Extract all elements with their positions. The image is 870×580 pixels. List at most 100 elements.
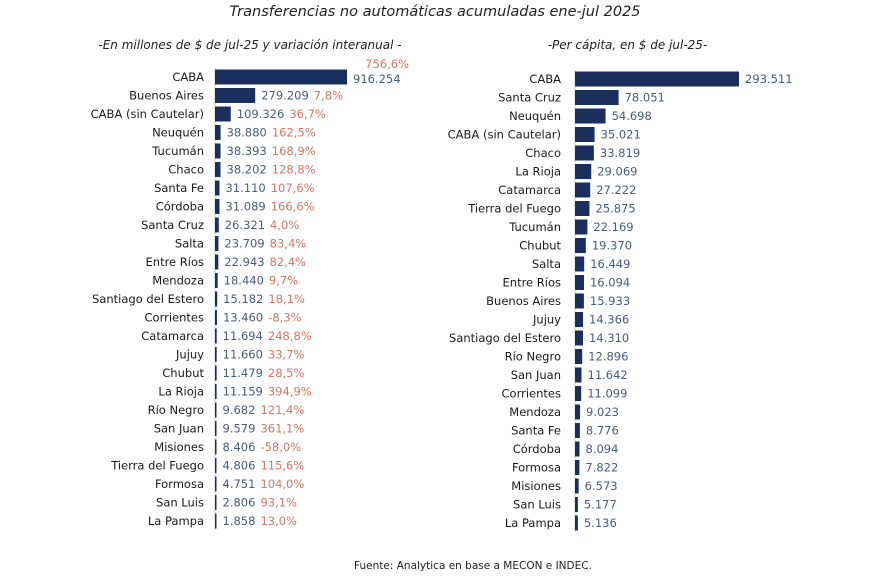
- value-label: 19.370: [592, 239, 632, 253]
- value-label: 9.023: [586, 405, 619, 419]
- value-label: 6.573: [585, 479, 618, 493]
- category-label: San Juan: [511, 368, 561, 382]
- left-subtitle: -En millones de $ de jul-25 y variación …: [98, 38, 402, 52]
- value-label: 11.479: [223, 366, 263, 380]
- variation-label: 4,0%: [270, 218, 299, 232]
- value-label: 279.209: [261, 89, 309, 103]
- value-label: 23.709: [224, 237, 264, 251]
- category-label: Salta: [175, 237, 204, 251]
- category-label: San Luis: [156, 496, 204, 510]
- bar: [215, 328, 217, 344]
- value-label: 16.094: [590, 276, 630, 290]
- variation-label: 13,0%: [260, 514, 297, 528]
- bar: [575, 386, 582, 401]
- bar: [215, 495, 217, 510]
- value-label: 26.321: [225, 218, 265, 232]
- bar: [215, 69, 347, 85]
- variation-label: 9,7%: [269, 274, 298, 288]
- value-label: 8.406: [223, 440, 256, 454]
- bar: [215, 217, 219, 233]
- value-label: 38.393: [227, 144, 267, 158]
- category-label: Corrientes: [502, 387, 561, 401]
- value-label: 31.110: [225, 181, 265, 195]
- bar: [215, 384, 217, 399]
- bar: [215, 143, 221, 159]
- chart-title: Transferencias no automáticas acumuladas…: [229, 4, 641, 20]
- bar: [575, 293, 584, 309]
- value-label: 54.698: [612, 109, 652, 123]
- value-label: 916.254: [353, 72, 401, 86]
- category-label: CABA (sin Cautelar): [91, 107, 204, 121]
- variation-label: 104,0%: [260, 477, 304, 491]
- value-label: 2.806: [223, 496, 256, 510]
- category-label: Catamarca: [498, 183, 561, 197]
- bar: [215, 162, 221, 177]
- variation-label: 18,1%: [268, 292, 305, 306]
- variation-label: 162,5%: [272, 126, 316, 140]
- bar: [215, 199, 220, 214]
- category-label: Misiones: [154, 440, 204, 454]
- bar: [575, 275, 584, 290]
- category-label: Río Negro: [505, 350, 561, 364]
- value-label: 4.751: [223, 477, 256, 491]
- category-label: La Rioja: [158, 385, 204, 399]
- bar: [215, 106, 231, 122]
- value-label: 29.069: [597, 165, 637, 179]
- bar: [215, 291, 218, 307]
- value-label: 11.159: [223, 385, 263, 399]
- bar: [575, 164, 592, 179]
- value-label: 293.511: [745, 72, 793, 86]
- value-label: 18.440: [224, 274, 264, 288]
- bar: [575, 256, 585, 272]
- right-subtitle: -Per cápita, en $ de jul-25-: [547, 38, 708, 52]
- category-label: Tierra del Fuego: [110, 459, 204, 473]
- category-label: Neuquén: [152, 126, 204, 140]
- category-label: Tierra del Fuego: [467, 202, 561, 216]
- bar: [215, 458, 217, 473]
- value-label: 12.896: [588, 350, 628, 364]
- variation-label: 107,6%: [271, 181, 315, 195]
- variation-label: 33,7%: [268, 348, 305, 362]
- category-label: Santa Fe: [154, 181, 204, 195]
- bar: [575, 182, 591, 198]
- category-label: La Rioja: [515, 165, 561, 179]
- category-label: Formosa: [155, 477, 204, 491]
- source-note: Fuente: Analytica en base a MECON e INDE…: [354, 560, 592, 572]
- bar: [575, 71, 739, 87]
- bar: [575, 478, 579, 494]
- category-label: Jujuy: [532, 313, 561, 327]
- value-label: 13.460: [223, 311, 263, 325]
- category-label: Santa Fe: [511, 424, 561, 438]
- category-label: La Pampa: [148, 514, 204, 528]
- category-label: San Juan: [154, 422, 204, 436]
- category-label: Formosa: [512, 461, 561, 475]
- variation-label: 93,1%: [260, 496, 297, 510]
- value-label: 38.202: [227, 163, 267, 177]
- category-label: Misiones: [511, 479, 561, 493]
- value-label: 35.021: [601, 128, 641, 142]
- bar: [215, 254, 219, 270]
- category-label: Chaco: [168, 163, 204, 177]
- value-label: 9.579: [223, 422, 256, 436]
- value-label: 11.660: [223, 348, 263, 362]
- value-label: 7.822: [585, 461, 618, 475]
- value-label: 22.943: [224, 255, 264, 269]
- bar: [215, 88, 256, 103]
- category-label: Tucumán: [508, 220, 561, 234]
- value-label: 33.819: [600, 146, 640, 160]
- category-label: Jujuy: [175, 348, 204, 362]
- variation-label: 361,1%: [260, 422, 304, 436]
- category-label: Catamarca: [141, 329, 204, 343]
- category-label: Buenos Aires: [486, 294, 561, 308]
- category-label: Chubut: [519, 239, 561, 253]
- value-label: 5.136: [584, 516, 617, 530]
- bar: [575, 312, 584, 327]
- variation-label: -8,3%: [268, 311, 301, 325]
- value-label: 11.694: [223, 329, 263, 343]
- variation-label: 248,8%: [268, 329, 312, 343]
- bar: [575, 145, 594, 161]
- variation-label: -58,0%: [260, 440, 301, 454]
- value-label: 8.776: [586, 424, 619, 438]
- bar: [575, 423, 580, 438]
- value-label: 25.875: [595, 202, 635, 216]
